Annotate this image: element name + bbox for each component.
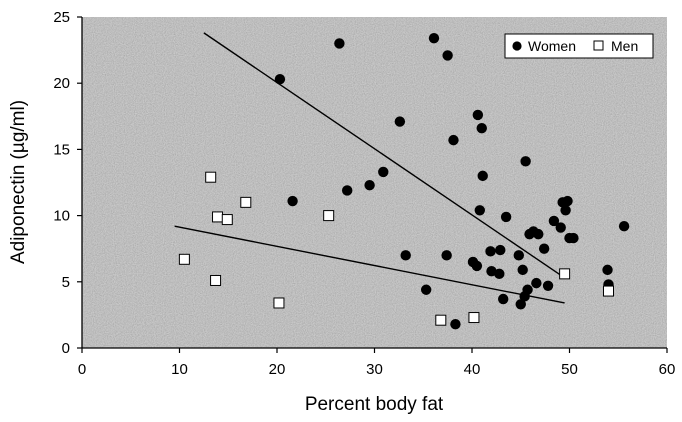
- data-point-women: [428, 32, 440, 44]
- legend: Women Men: [504, 33, 654, 59]
- data-point-women: [450, 318, 461, 330]
- data-point-women: [485, 246, 496, 257]
- data-point-women: [515, 299, 526, 310]
- data-point-women: [441, 250, 452, 261]
- y-tick-label: 5: [62, 274, 70, 291]
- data-point-women: [420, 284, 432, 295]
- data-point-women: [495, 244, 506, 256]
- data-point-men: [240, 196, 252, 208]
- legend-women-marker: [512, 41, 522, 51]
- y-tick-label: 10: [53, 208, 70, 225]
- data-point-women: [442, 50, 453, 61]
- y-tick-label: 0: [62, 340, 70, 357]
- axis-ticks: 0 10 20 30 40 50 60 0 5 10 15 20 25: [53, 9, 675, 378]
- legend-box: [504, 33, 654, 59]
- x-tick-label: 50: [561, 361, 578, 378]
- x-tick-label: 20: [269, 361, 286, 378]
- legend-women-label: Women: [528, 38, 576, 54]
- trend-lines: [174, 32, 566, 304]
- x-tick-label: 30: [366, 361, 383, 378]
- data-point-men: [468, 312, 480, 324]
- data-point-women: [274, 74, 286, 85]
- data-point-women: [531, 277, 542, 289]
- data-point-men: [212, 211, 224, 223]
- data-point-men: [221, 214, 233, 226]
- data-point-women: [342, 185, 353, 196]
- x-axis-title: Percent body fat: [305, 394, 444, 415]
- data-point-women: [471, 260, 483, 272]
- y-tick-label: 20: [53, 75, 70, 92]
- data-point-women: [474, 205, 485, 216]
- x-tick-label: 0: [78, 361, 86, 378]
- data-point-women: [517, 264, 528, 276]
- data-point-men: [210, 274, 222, 286]
- data-point-women: [334, 38, 345, 49]
- data-point-women: [476, 123, 487, 134]
- trend-line-men: [174, 225, 565, 304]
- data-point-men: [205, 171, 217, 183]
- data-point-women: [538, 243, 550, 254]
- data-point-men: [323, 210, 335, 222]
- x-tick-label: 60: [659, 361, 676, 378]
- data-point-women: [520, 156, 531, 167]
- data-point-men: [559, 268, 571, 280]
- data-point-women: [472, 109, 484, 121]
- data-points: [178, 32, 630, 330]
- data-point-women: [562, 195, 573, 207]
- trend-line-women: [203, 32, 566, 279]
- data-point-women: [542, 280, 554, 291]
- data-point-women: [364, 179, 375, 191]
- y-tick-label: 25: [53, 9, 70, 26]
- data-point-men: [603, 285, 614, 297]
- legend-men-label: Men: [611, 38, 638, 54]
- y-axis-title: Adiponectin (µg/ml): [8, 100, 29, 264]
- x-tick-label: 10: [171, 361, 188, 378]
- data-point-women: [394, 116, 406, 127]
- data-point-women: [500, 211, 512, 223]
- data-point-women: [477, 170, 488, 182]
- data-point-women: [555, 222, 566, 233]
- x-tick-label: 40: [464, 361, 481, 378]
- plot-area-texture: [82, 17, 667, 348]
- data-point-women: [448, 134, 459, 146]
- data-point-women: [378, 166, 389, 178]
- data-point-women: [513, 250, 524, 261]
- data-point-women: [400, 250, 411, 261]
- data-point-women: [548, 215, 560, 227]
- data-point-women: [494, 268, 505, 280]
- data-point-men: [273, 297, 285, 309]
- data-point-men: [435, 314, 447, 326]
- legend-men-marker: [593, 40, 604, 51]
- data-point-women: [618, 220, 630, 232]
- data-point-women: [498, 293, 509, 305]
- data-point-women: [568, 232, 579, 244]
- data-point-women: [522, 284, 533, 295]
- data-point-women: [533, 228, 544, 240]
- data-point-women: [602, 264, 613, 276]
- data-point-women: [287, 195, 298, 207]
- y-tick-label: 15: [53, 141, 70, 158]
- data-point-women: [486, 266, 497, 277]
- data-point-men: [178, 253, 190, 265]
- data-point-women: [560, 205, 571, 216]
